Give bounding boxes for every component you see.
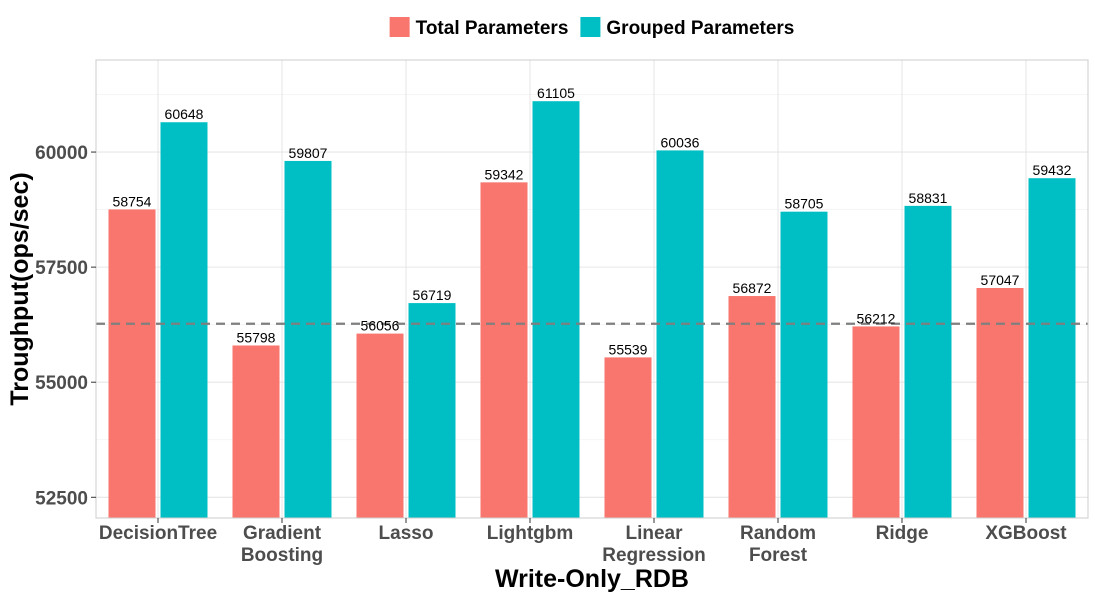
x-tick-label: XGBoost: [985, 523, 1067, 544]
x-tick-label: DecisionTree: [99, 523, 217, 544]
data-label: 58705: [785, 196, 824, 212]
y-axis-title: Troughput(ops/sec): [6, 172, 34, 405]
x-tick-label: Lasso: [379, 523, 434, 544]
y-tick-label: 57500: [35, 258, 88, 279]
legend-item: Total Parameters: [389, 17, 569, 39]
data-label: 59342: [485, 166, 524, 182]
legend-label: Grouped Parameters: [606, 18, 794, 39]
data-label: 56872: [733, 280, 772, 296]
legend-item: Grouped Parameters: [580, 17, 794, 39]
bar-total-parameters: [976, 287, 1024, 518]
x-tick-label: Lightgbm: [487, 523, 574, 544]
data-label: 60036: [661, 134, 700, 150]
legend-key: [580, 17, 601, 37]
x-axis: DecisionTree Gradient Boosting Lasso Lightgb…: [99, 518, 1067, 566]
y-tick-label: 52500: [35, 488, 88, 509]
y-axis: 52500 55000 57500 60000: [35, 143, 96, 509]
data-label: 59807: [289, 145, 328, 161]
data-label: 56056: [361, 318, 400, 334]
bar-total-parameters: [480, 182, 528, 518]
bar-total-parameters: [108, 209, 156, 518]
data-label: 58754: [113, 193, 152, 209]
data-label: 57047: [981, 272, 1020, 288]
x-tick-label: Gradient Boosting: [241, 523, 323, 566]
bar-grouped-parameters: [780, 211, 828, 518]
bar-total-parameters: [232, 345, 280, 518]
bar-grouped-parameters: [1028, 178, 1076, 518]
y-tick-label: 60000: [35, 143, 88, 164]
data-label: 56212: [857, 310, 896, 326]
bar-total-parameters: [728, 296, 776, 518]
x-axis-title: Write-Only_RDB: [495, 565, 689, 593]
bar-grouped-parameters: [656, 150, 704, 519]
legend: Total Parameters Grouped Parameters: [389, 17, 794, 39]
data-label: 55798: [237, 329, 276, 345]
data-labels: 58754 55798 56056 59342 55539 56872 56212 57047…: [113, 85, 1072, 357]
bar-grouped-parameters: [904, 205, 952, 518]
bar-total-parameters: [852, 326, 900, 518]
plot-border: [95, 59, 1089, 519]
x-tick-label: Random Forest: [740, 523, 816, 566]
bars: [108, 101, 1076, 519]
data-label: 61105: [537, 85, 575, 101]
bar-total-parameters: [356, 333, 404, 518]
bar-total-parameters: [604, 357, 652, 518]
data-label: 58831: [909, 190, 948, 206]
bar-grouped-parameters: [284, 160, 332, 518]
data-label: 59432: [1033, 162, 1072, 178]
data-label: 60648: [165, 106, 204, 122]
x-tick-label: Ridge: [876, 523, 929, 544]
bar-grouped-parameters: [532, 101, 580, 518]
bar-grouped-parameters: [408, 303, 456, 518]
data-label: 56719: [413, 287, 452, 303]
x-tick-label: Linear Regression: [602, 523, 705, 566]
legend-key: [389, 17, 410, 37]
bar-grouped-parameters: [160, 122, 208, 519]
legend-label: Total Parameters: [416, 18, 569, 39]
data-label: 55539: [609, 341, 648, 357]
y-tick-label: 55000: [35, 373, 88, 394]
